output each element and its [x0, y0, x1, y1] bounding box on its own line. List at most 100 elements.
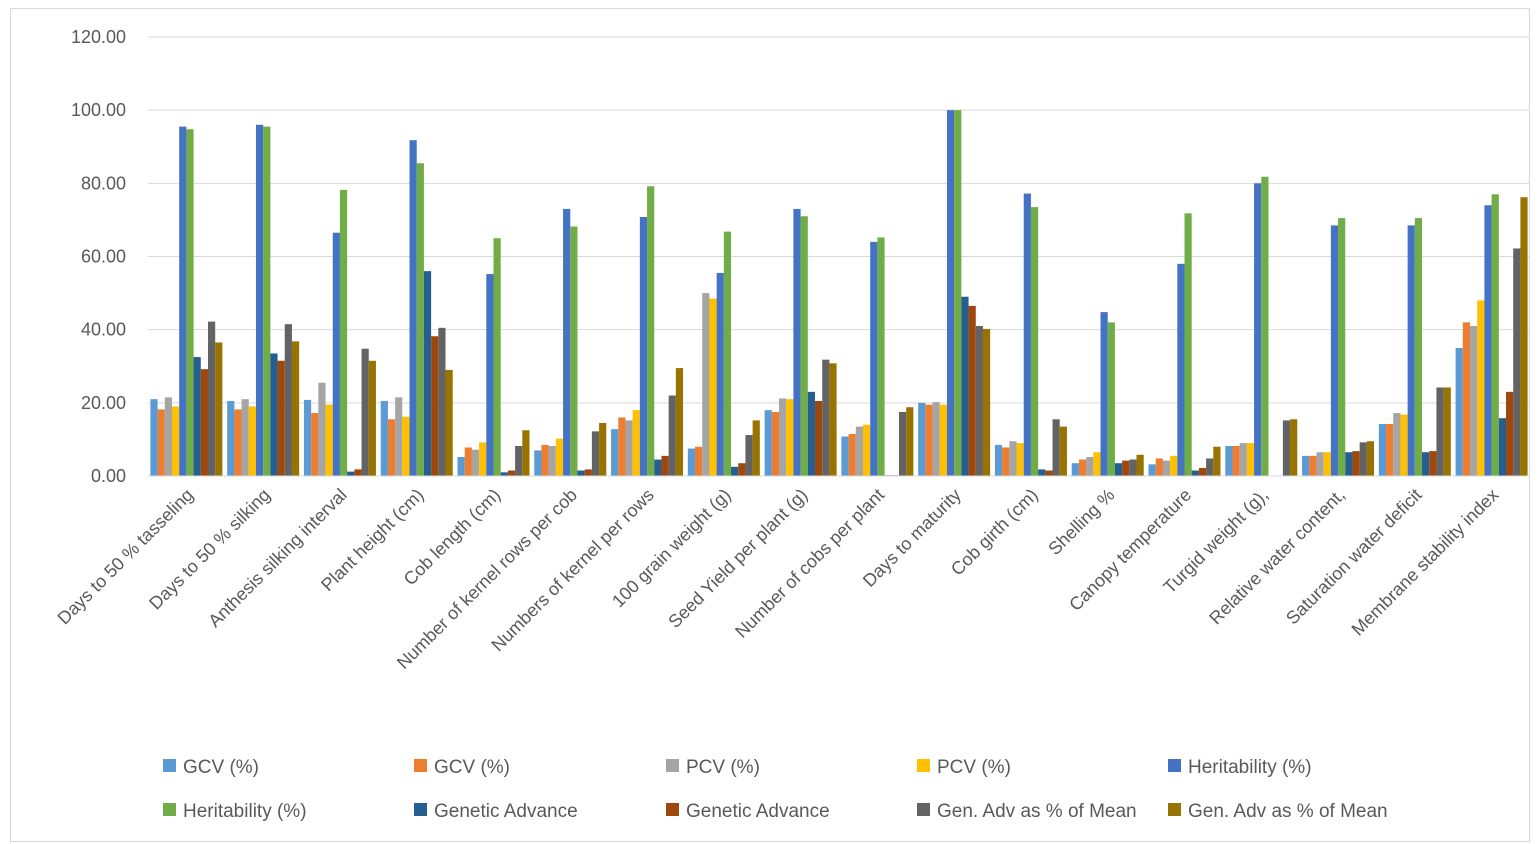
- bar: [522, 430, 530, 476]
- bar: [277, 360, 285, 476]
- bar: [1393, 413, 1401, 476]
- bar: [1100, 312, 1108, 476]
- bar: [416, 163, 424, 476]
- bar: [534, 450, 542, 476]
- bar: [1462, 322, 1471, 476]
- bar: [339, 189, 348, 476]
- legend-item: GCV (%): [163, 757, 259, 778]
- bar: [932, 402, 940, 476]
- bar: [207, 321, 216, 476]
- bar: [1316, 452, 1324, 476]
- legend-item: Heritability (%): [163, 801, 307, 822]
- bar: [946, 110, 955, 477]
- series-2: [164, 293, 1478, 476]
- bar: [1136, 454, 1144, 476]
- bar: [1232, 446, 1240, 476]
- legend-label: Genetic Advance: [434, 801, 578, 822]
- bar: [164, 397, 172, 476]
- legend-label: Gen. Adv as % of Mean: [937, 801, 1137, 822]
- bar: [1386, 424, 1394, 476]
- bar: [723, 231, 732, 476]
- legend-swatch: [163, 803, 176, 816]
- legend-label: Heritability (%): [183, 801, 307, 822]
- y-tick-label: 20.00: [81, 393, 126, 413]
- bar: [500, 472, 508, 476]
- category-label: Saturation water deficit: [1282, 485, 1426, 629]
- bar: [284, 324, 292, 476]
- bar: [702, 293, 710, 476]
- legend-label: GCV (%): [434, 757, 510, 778]
- bar: [1170, 455, 1178, 476]
- bar: [591, 431, 600, 476]
- bar: [431, 336, 439, 476]
- bar: [1400, 414, 1408, 476]
- bar: [215, 342, 223, 476]
- y-axis-tick-labels: 0.00 20.00 40.00 60.00 80.00 100.00 120.00: [71, 27, 126, 486]
- bar: [1059, 426, 1067, 476]
- series-5: [186, 110, 1499, 477]
- bar: [1443, 387, 1451, 476]
- bar: [227, 401, 235, 476]
- bar: [234, 409, 242, 476]
- bar: [1290, 419, 1298, 476]
- bars: [150, 110, 1528, 477]
- bar: [687, 448, 696, 476]
- bar: [1366, 441, 1375, 476]
- bar: [471, 449, 480, 476]
- legend-swatch: [917, 759, 930, 772]
- bar: [1184, 213, 1192, 476]
- series-8: [207, 248, 1521, 476]
- bar: [1506, 391, 1514, 476]
- bar: [1338, 218, 1346, 476]
- legend-label: GCV (%): [183, 757, 259, 778]
- legend-item: PCV (%): [666, 757, 760, 778]
- legend-item: Gen. Adv as % of Mean: [917, 801, 1137, 822]
- bar: [906, 407, 914, 476]
- bar: [380, 401, 388, 476]
- bar: [541, 444, 549, 476]
- category-label: Number of cobs per plant: [731, 485, 888, 642]
- bar: [925, 404, 933, 476]
- bar: [654, 459, 662, 476]
- y-tick-label: 60.00: [81, 247, 126, 267]
- bar: [870, 241, 878, 476]
- bar: [786, 399, 794, 476]
- category-label: Seed Yield per plant (g): [664, 485, 811, 632]
- bar: [793, 208, 801, 477]
- legend-swatch: [414, 803, 427, 816]
- bar: [647, 186, 655, 476]
- bar: [1122, 460, 1130, 476]
- bar: [486, 274, 494, 476]
- bar: [548, 446, 556, 476]
- bar: [457, 456, 465, 476]
- legend-label: PCV (%): [937, 757, 1011, 778]
- bar: [1038, 469, 1046, 476]
- legend-swatch: [917, 803, 930, 816]
- category-label: Relative water content,: [1205, 485, 1349, 629]
- bar: [270, 353, 278, 476]
- series-1: [157, 322, 1471, 476]
- bar: [563, 208, 571, 477]
- bar: [918, 402, 926, 476]
- bar: [1052, 419, 1060, 476]
- bar: [779, 398, 787, 476]
- legend-swatch: [163, 759, 176, 772]
- bar: [150, 399, 158, 476]
- bar: [968, 305, 976, 476]
- bar: [822, 359, 830, 476]
- bar: [354, 469, 362, 476]
- bar: [632, 410, 640, 476]
- bar: [764, 410, 772, 476]
- bar: [1239, 443, 1247, 476]
- bar: [1191, 470, 1199, 476]
- bar: [1016, 443, 1024, 476]
- bar: [584, 469, 592, 476]
- bar: [618, 417, 626, 476]
- bar: [800, 216, 808, 476]
- bar: [1477, 300, 1485, 476]
- bar: [954, 110, 962, 477]
- legend-swatch: [666, 803, 679, 816]
- bar: [402, 416, 410, 476]
